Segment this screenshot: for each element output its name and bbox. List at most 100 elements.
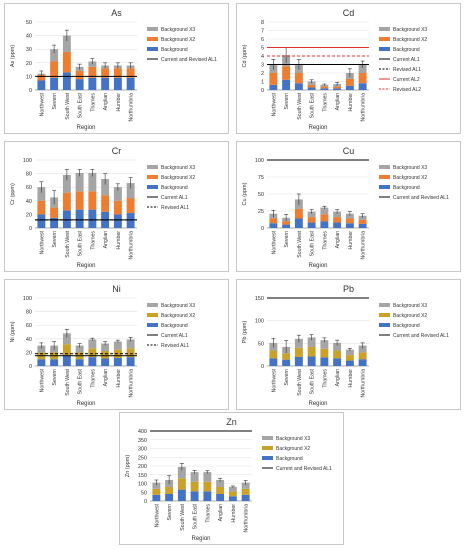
legend-label: Revised AL2 (393, 87, 421, 93)
bar-segment (333, 88, 342, 90)
bar-segment (228, 491, 237, 497)
y-tick-label: 400 (138, 429, 147, 435)
legend-swatch (262, 436, 273, 440)
x-tick-label: South East (78, 92, 84, 118)
legend-label: Background (161, 323, 188, 329)
bar-segment (333, 211, 342, 218)
y-tick-label: 5 (261, 46, 264, 52)
x-tick-label: Thames (90, 369, 96, 388)
chart-panel-ni: Ni 0 20 40 60 80 100 Northwest Severn South West… (4, 279, 229, 410)
x-tick-label: Thames (205, 504, 211, 523)
y-tick-label: 80 (26, 172, 32, 178)
y-tick-label: 100 (255, 158, 264, 164)
legend-swatch (147, 165, 158, 169)
bar-segment (88, 348, 97, 358)
bar-segment (62, 355, 71, 366)
y-tick-label: 30 (26, 47, 32, 53)
y-axis-label: Pb (ppm) (242, 321, 248, 344)
bar-segment (190, 491, 199, 501)
legend-swatch (379, 27, 390, 31)
bar-segment (113, 68, 122, 78)
legend-label: Background X2 (161, 175, 195, 181)
y-tick-label: 350 (138, 438, 147, 444)
y-tick-label: 8 (261, 20, 264, 26)
chart-panel-cd: Cd 0 1 2 3 4 5 6 7 8 Northwest Severn South West Sou… (236, 3, 461, 134)
legend-swatch (147, 47, 158, 51)
x-tick-label: Severn (284, 231, 290, 248)
bar-segment (88, 209, 97, 228)
chart-title: As (111, 8, 122, 18)
bar-segment (358, 359, 367, 366)
y-tick-label: 100 (23, 158, 32, 164)
bar-segment (37, 214, 46, 228)
bar-segment (126, 68, 135, 78)
legend-label: Background X3 (393, 165, 427, 171)
bar-segment (294, 347, 303, 357)
x-axis-label: Region (308, 125, 327, 131)
bar-segment (88, 357, 97, 366)
bar-segment (101, 358, 110, 366)
legend-label: Current AL1 (161, 333, 188, 339)
x-tick-label: Northumbria (244, 504, 250, 533)
y-tick-label: 60 (26, 185, 32, 191)
bar-segment (241, 494, 250, 501)
legend-label: Current AL2 (393, 77, 420, 83)
bar-segment (37, 359, 46, 366)
bar-segment (345, 218, 354, 224)
bar-segment (101, 179, 110, 196)
x-tick-label: Northwest (271, 92, 277, 116)
legend-swatch (379, 323, 390, 327)
legend-swatch (262, 446, 273, 450)
chart-panel-cu: Cu 0 25 50 75 100 Northwest Severn South West So… (236, 141, 461, 272)
x-tick-label: Thames (322, 93, 328, 112)
x-tick-label: Severn (52, 93, 58, 110)
x-tick-label: Humber (348, 93, 354, 112)
bar-segment (203, 491, 212, 501)
legend-label: Current AL1 (393, 57, 420, 63)
bar-segment (320, 348, 329, 358)
legend-label: Background (393, 185, 420, 191)
bar-segment (269, 84, 278, 90)
bar-segment (269, 218, 278, 224)
y-tick-label: 50 (141, 490, 147, 496)
legend-swatch (147, 323, 158, 327)
x-tick-label: South East (78, 230, 84, 256)
bar-segment (294, 73, 303, 84)
legend-label: Revised AL1 (161, 205, 189, 211)
bar-segment (282, 221, 291, 225)
x-axis-label: Region (76, 401, 95, 407)
bar-segment (345, 349, 354, 356)
x-tick-label: Thames (322, 369, 328, 388)
y-tick-label: 0 (261, 88, 264, 94)
y-tick-label: 10 (26, 74, 32, 80)
y-tick-label: 75 (258, 175, 264, 181)
bar-segment (333, 342, 342, 351)
x-tick-label: South West (180, 503, 186, 530)
x-tick-label: Anglian (335, 93, 341, 110)
bar-segment (320, 214, 329, 222)
bar-segment (307, 337, 316, 347)
y-tick-label: 250 (138, 455, 147, 461)
bar-segment (113, 200, 122, 215)
bar-segment (307, 87, 316, 90)
bar-segment (37, 200, 46, 215)
bar-segment (37, 75, 46, 81)
bar-segment (126, 213, 135, 228)
bar-segment (50, 49, 59, 62)
legend-label: Background X3 (276, 436, 310, 442)
bar-segment (62, 344, 71, 356)
x-tick-label: South West (65, 368, 71, 395)
legend-swatch (147, 37, 158, 41)
legend-swatch (147, 303, 158, 307)
bar-segment (75, 70, 84, 80)
bar-segment (333, 358, 342, 366)
bar-segment (294, 208, 303, 219)
bar-segment (294, 83, 303, 90)
bar-segment (62, 333, 71, 345)
bar-segment (216, 487, 225, 494)
x-tick-label: Severn (284, 93, 290, 110)
bar-segment (113, 357, 122, 366)
bar-segment (358, 73, 367, 84)
bar-segment (307, 222, 316, 228)
x-axis-label: Region (76, 263, 95, 269)
